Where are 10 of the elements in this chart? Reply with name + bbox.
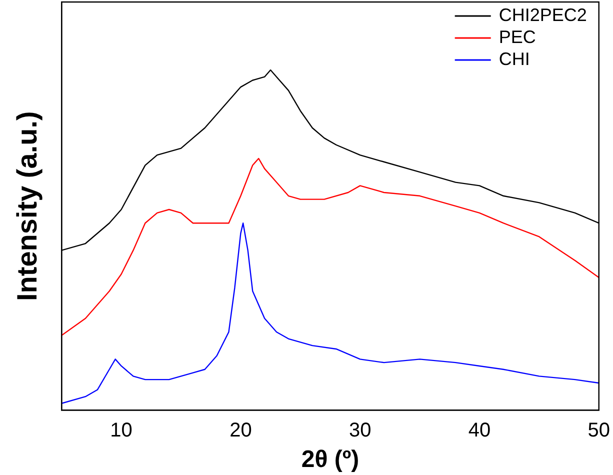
x-axis-title: 2θ (º) bbox=[301, 446, 360, 474]
x-tick-label: 20 bbox=[230, 420, 252, 442]
y-axis-title: Intensity (a.u.) bbox=[12, 111, 43, 301]
x-tick-label: 30 bbox=[348, 420, 372, 442]
legend-label: CHI2PEC2 bbox=[498, 4, 587, 25]
x-tick-label: 50 bbox=[588, 420, 610, 442]
x-tick-label: 40 bbox=[468, 420, 491, 442]
x-tick-label: 10 bbox=[110, 420, 132, 442]
legend-label: CHI bbox=[498, 48, 530, 69]
legend-label: PEC bbox=[498, 26, 536, 47]
